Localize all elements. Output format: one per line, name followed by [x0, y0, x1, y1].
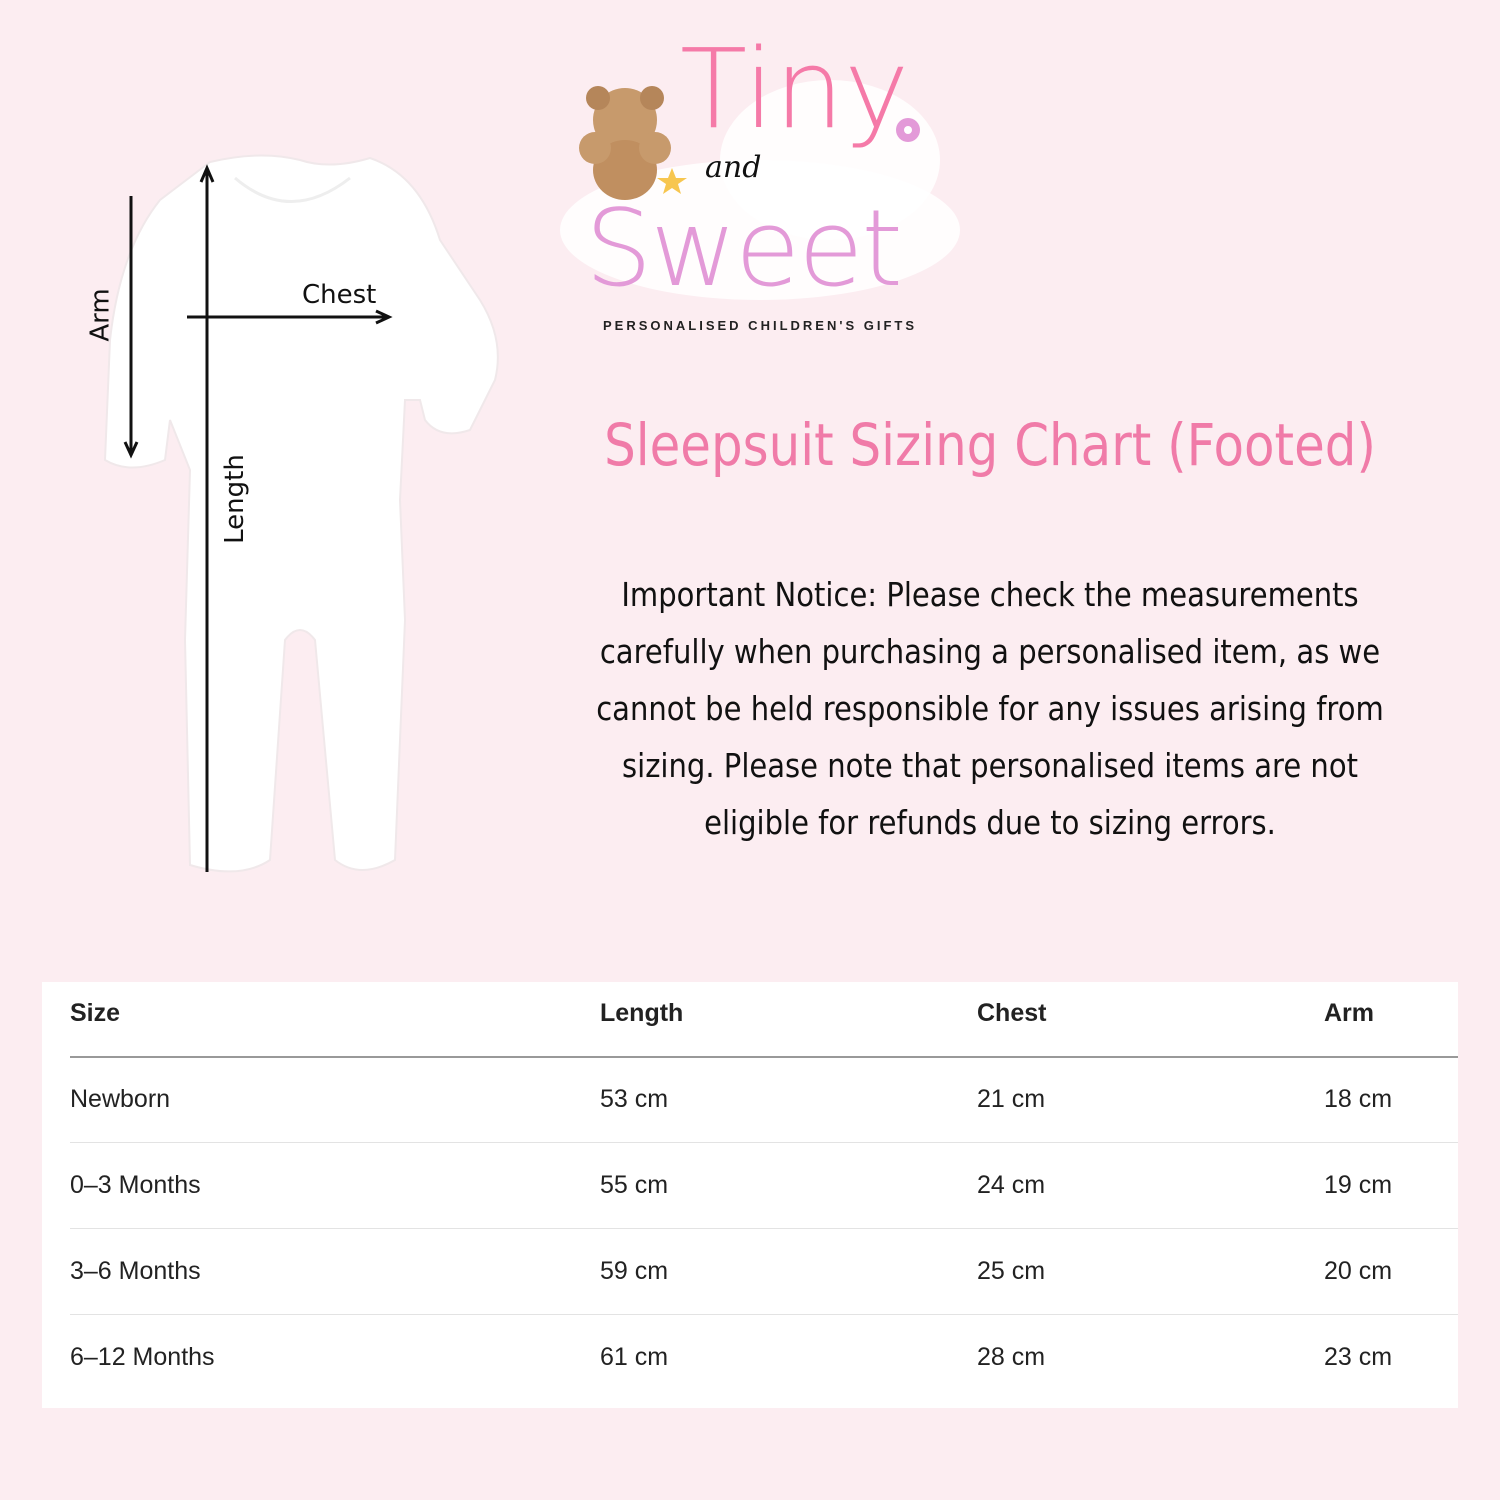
cell-arm: 18 cm [1324, 1085, 1393, 1113]
arm-arrow [123, 196, 139, 459]
cell-size: 0–3 Months [70, 1171, 201, 1199]
cell-length: 53 cm [600, 1085, 669, 1113]
header-size: Size [70, 999, 121, 1027]
header-arm: Arm [1324, 999, 1375, 1027]
important-notice: Important Notice: Please check the measu… [596, 575, 1384, 842]
logo-word-sweet: Sweet [585, 187, 903, 310]
cell-arm: 23 cm [1324, 1343, 1393, 1371]
page-title: Sleepsuit Sizing Chart (Footed) [604, 411, 1376, 479]
length-arrow [199, 164, 215, 872]
flower-icon [896, 118, 920, 142]
size-table: Size Length Chest Arm Newborn 53 cm 21 c… [42, 982, 1458, 1408]
cell-length: 55 cm [600, 1171, 669, 1199]
table-row: 0–3 Months 55 cm 24 cm 19 cm [70, 1142, 1458, 1229]
logo-word-and: and [705, 150, 762, 185]
sleepsuit-shape [103, 154, 499, 873]
length-label: Length [219, 454, 250, 544]
chest-label: Chest [302, 280, 377, 310]
table-header-row: Size Length Chest Arm [70, 970, 1458, 1058]
cell-length: 61 cm [600, 1343, 669, 1371]
cell-length: 59 cm [600, 1257, 669, 1285]
header-length: Length [600, 999, 684, 1027]
cell-arm: 19 cm [1324, 1171, 1393, 1199]
logo-tagline: PERSONALISED CHILDREN'S GIFTS [603, 318, 917, 333]
chest-arrow [187, 309, 393, 325]
cell-size: Newborn [70, 1085, 171, 1113]
cell-arm: 20 cm [1324, 1257, 1393, 1285]
arm-label: Arm [85, 288, 116, 342]
cell-chest: 21 cm [977, 1085, 1046, 1113]
star-icon [657, 168, 687, 194]
header-chest: Chest [977, 999, 1047, 1027]
cell-chest: 25 cm [977, 1257, 1046, 1285]
brand-logo: Tiny and Sweet [530, 30, 970, 350]
table-row: 6–12 Months 61 cm 28 cm 23 cm [70, 1314, 1458, 1400]
cell-size: 3–6 Months [70, 1257, 201, 1285]
sleepsuit-illustration [103, 154, 499, 873]
cell-chest: 24 cm [977, 1171, 1046, 1199]
teddy-bear-icon [579, 86, 671, 200]
cell-chest: 28 cm [977, 1343, 1046, 1371]
table-row: 3–6 Months 59 cm 25 cm 20 cm [70, 1228, 1458, 1315]
logo-word-tiny: Tiny [680, 25, 910, 153]
table-row: Newborn 53 cm 21 cm 18 cm [70, 1056, 1458, 1143]
cell-size: 6–12 Months [70, 1343, 215, 1371]
logo-cloud [560, 80, 960, 300]
